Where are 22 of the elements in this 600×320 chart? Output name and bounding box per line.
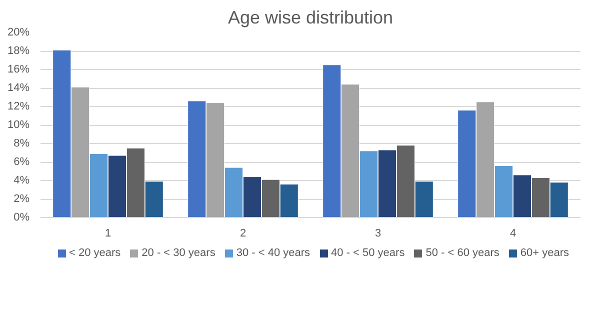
y-tick-label: 18% [7, 45, 30, 57]
y-tick-label: 4% [14, 174, 30, 186]
x-tick-label: 1 [104, 228, 112, 240]
legend-label: 50 - < 60 years [426, 247, 500, 259]
legend-label: 30 - < 40 years [236, 247, 310, 259]
chart-title: Age wise distribution [228, 8, 394, 28]
y-tick-label: 6% [14, 156, 30, 168]
x-tick-label: 3 [374, 228, 382, 240]
y-tick-label: 2% [14, 193, 30, 205]
y-tick-label: 8% [14, 138, 30, 150]
x-tick-label: 4 [510, 228, 516, 240]
x-tick-label: 2 [240, 228, 246, 240]
y-tick-label: 14% [7, 82, 30, 94]
y-tick-label: 10% [7, 119, 30, 131]
y-tick-label: 12% [7, 100, 30, 112]
legend-label: 20 - < 30 years [142, 247, 216, 259]
y-tick-label: 0% [14, 212, 30, 224]
legend-label: < 20 years [68, 247, 121, 259]
legend-label: 40 - < 50 years [331, 247, 405, 259]
legend-label: 60+ years [520, 247, 570, 259]
y-tick-label: 20% [7, 26, 30, 38]
y-tick-label: 16% [7, 64, 30, 76]
